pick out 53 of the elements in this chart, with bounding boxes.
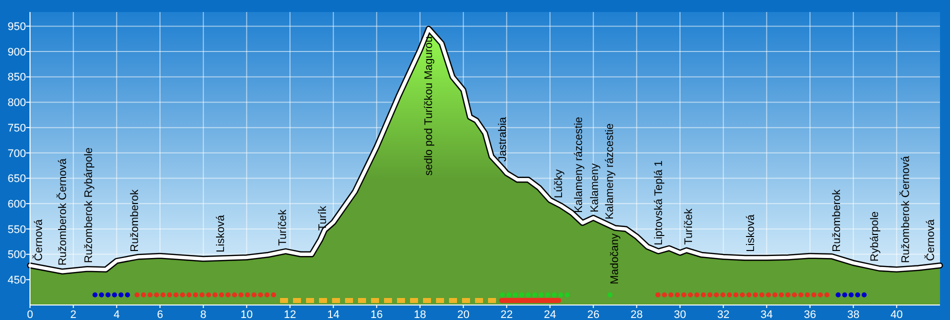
x-tick-label: 2 xyxy=(70,309,76,320)
x-tick-label: 4 xyxy=(114,309,120,320)
y-tick-label: 900 xyxy=(8,46,26,58)
annotation: Turíček xyxy=(276,209,289,246)
x-tick-label: 14 xyxy=(327,309,340,320)
annotation: Ružomberok Černová xyxy=(898,155,912,264)
annotation: Liptovská Teplá 1 xyxy=(652,160,665,246)
annotation: Turíček xyxy=(683,208,696,245)
annotation: Kalameny xyxy=(588,162,601,212)
y-tick-label: 550 xyxy=(8,224,26,236)
y-tick-label: 500 xyxy=(8,249,26,262)
y-tick-label: 450 xyxy=(8,274,26,287)
y-tick-label: 600 xyxy=(8,198,26,210)
y-tick-label: 950 xyxy=(8,21,26,34)
x-tick-label: 10 xyxy=(240,309,253,320)
x-tick-label: 20 xyxy=(457,309,470,320)
x-tick-label: 30 xyxy=(674,309,686,320)
annotation: Černová xyxy=(32,218,46,261)
annotation: Madočany xyxy=(608,232,621,284)
annotation: Kalameny rázcestie xyxy=(572,116,585,213)
x-tick-label: 18 xyxy=(414,309,426,320)
annotation: Kalameny rázcestie xyxy=(604,123,616,220)
x-tick-label: 28 xyxy=(630,309,643,320)
x-tick-label: 24 xyxy=(544,309,556,320)
x-tick-label: 34 xyxy=(760,309,773,320)
annotation: Ružomberok xyxy=(129,189,141,252)
x-tick-label: 40 xyxy=(890,309,903,320)
y-tick-label: 850 xyxy=(8,72,26,84)
y-tick-label: 750 xyxy=(8,122,26,134)
x-tick-label: 26 xyxy=(587,309,600,320)
x-tick-label: 6 xyxy=(156,309,164,320)
annotation: Ružomberok Černová xyxy=(56,158,70,266)
annotation: Černová xyxy=(924,218,937,261)
x-tick-label: 16 xyxy=(370,309,383,320)
x-tick-label: 22 xyxy=(500,309,513,320)
annotation: sedlo pod Turíčkou Magurou xyxy=(423,36,436,176)
x-tick-label: 36 xyxy=(804,309,816,320)
y-tick-label: 800 xyxy=(8,97,26,110)
y-tick-label: 650 xyxy=(8,173,26,186)
x-tick-label: 38 xyxy=(847,309,860,320)
x-tick-label: 12 xyxy=(284,309,296,320)
annotation: Jastrabia xyxy=(496,116,509,162)
x-tick-label: 32 xyxy=(717,309,730,320)
annotation: Lisková xyxy=(215,214,228,252)
annotation: Turík xyxy=(316,205,329,231)
annotation: Ružomberok xyxy=(831,189,843,252)
x-tick-label: 8 xyxy=(200,309,206,320)
annotation: Lúčky xyxy=(553,168,566,198)
annotation: Lisková xyxy=(744,214,757,252)
annotation: Rybárpole xyxy=(868,211,881,262)
y-tick-label: 700 xyxy=(8,148,26,160)
annotation: Ružomberok Rybárpole xyxy=(83,147,96,264)
x-tick-label: 0 xyxy=(26,309,34,320)
